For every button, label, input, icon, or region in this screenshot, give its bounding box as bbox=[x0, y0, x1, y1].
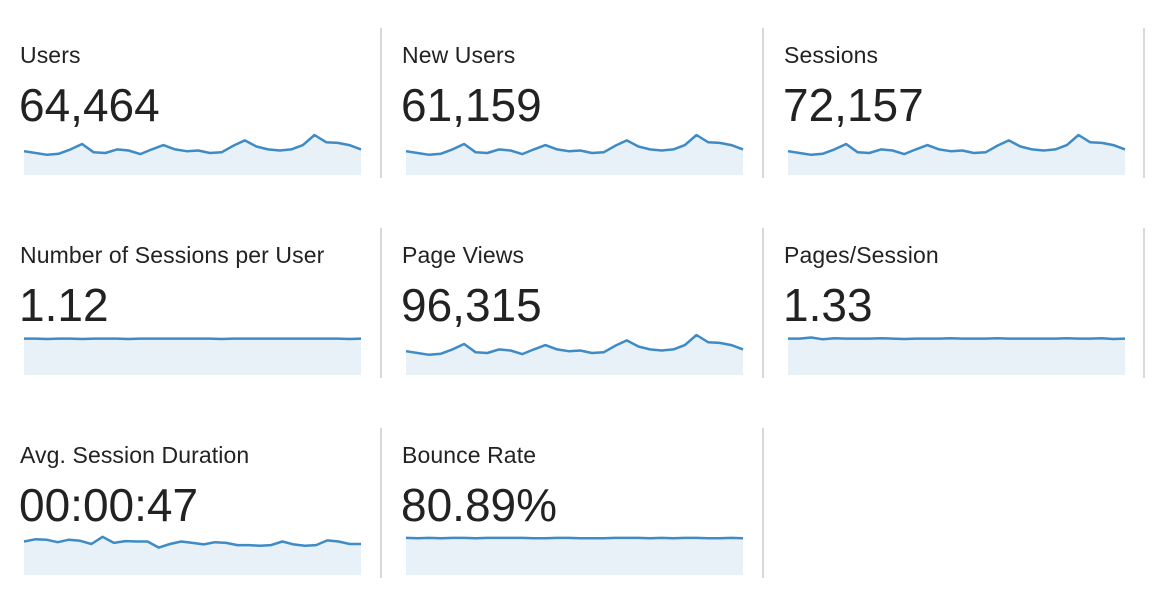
column-divider bbox=[762, 228, 764, 378]
metric-tile-page-views[interactable]: Page Views 96,315 bbox=[382, 214, 763, 375]
sparkline-area bbox=[406, 335, 743, 375]
metric-tile-bounce-rate[interactable]: Bounce Rate 80.89% bbox=[382, 414, 763, 575]
metric-value: 61,159 bbox=[401, 79, 542, 131]
sparkline-line bbox=[405, 133, 744, 157]
column-divider bbox=[1143, 228, 1145, 378]
metric-value: 72,157 bbox=[783, 79, 924, 131]
metric-label: Number of Sessions per User bbox=[20, 242, 325, 268]
metric-value: 80.89% bbox=[401, 479, 558, 531]
sparkline-area bbox=[788, 337, 1125, 375]
sparkline-line bbox=[788, 336, 1126, 341]
metric-label: Users bbox=[20, 42, 81, 68]
metric-value: 64,464 bbox=[19, 79, 160, 131]
column-divider bbox=[380, 428, 382, 578]
sparkline-chart bbox=[405, 536, 744, 575]
metric-label: Sessions bbox=[784, 42, 879, 68]
column-divider bbox=[1143, 28, 1145, 178]
sparkline-line bbox=[787, 133, 1126, 157]
metric-value: 96,315 bbox=[401, 279, 542, 331]
sparkline-area bbox=[24, 338, 361, 375]
sparkline-chart bbox=[787, 133, 1126, 175]
column-divider bbox=[380, 228, 382, 378]
metric-tile-new-users[interactable]: New Users 61,159 bbox=[382, 14, 763, 175]
sparkline-line bbox=[23, 535, 361, 549]
metric-tile-users[interactable]: Users 64,464 bbox=[0, 14, 381, 175]
column-divider bbox=[762, 428, 764, 578]
sparkline-area bbox=[406, 135, 743, 175]
sparkline-area bbox=[24, 135, 361, 175]
metric-tile-avg-session-duration[interactable]: Avg. Session Duration 00:00:47 bbox=[0, 414, 381, 575]
sparkline-chart bbox=[24, 337, 362, 375]
sparkline-chart bbox=[788, 336, 1126, 375]
metric-value: 1.33 bbox=[783, 279, 873, 331]
metric-label: Pages/Session bbox=[784, 242, 939, 268]
sparkline-area bbox=[24, 536, 361, 575]
metric-label: Page Views bbox=[402, 242, 525, 268]
metric-label: Bounce Rate bbox=[402, 442, 537, 468]
sparkline-line bbox=[405, 333, 744, 357]
sparkline-line bbox=[23, 133, 362, 157]
metric-tile-sessions[interactable]: Sessions 72,157 bbox=[764, 14, 1145, 175]
sparkline-chart bbox=[23, 535, 361, 575]
sparkline-area bbox=[788, 135, 1125, 175]
metric-tile-pages-per-session[interactable]: Pages/Session 1.33 bbox=[764, 214, 1145, 375]
column-divider bbox=[380, 28, 382, 178]
sparkline-chart bbox=[23, 133, 362, 175]
sparkline-chart bbox=[405, 333, 744, 375]
metric-label: Avg. Session Duration bbox=[20, 442, 250, 468]
sparkline-chart bbox=[405, 133, 744, 175]
metric-value: 00:00:47 bbox=[19, 479, 199, 531]
sparkline-area bbox=[406, 537, 743, 575]
metric-label: New Users bbox=[402, 42, 516, 68]
metric-tile-sessions-per-user[interactable]: Number of Sessions per User 1.12 bbox=[0, 214, 381, 375]
column-divider bbox=[762, 28, 764, 178]
metric-value: 1.12 bbox=[19, 279, 109, 331]
